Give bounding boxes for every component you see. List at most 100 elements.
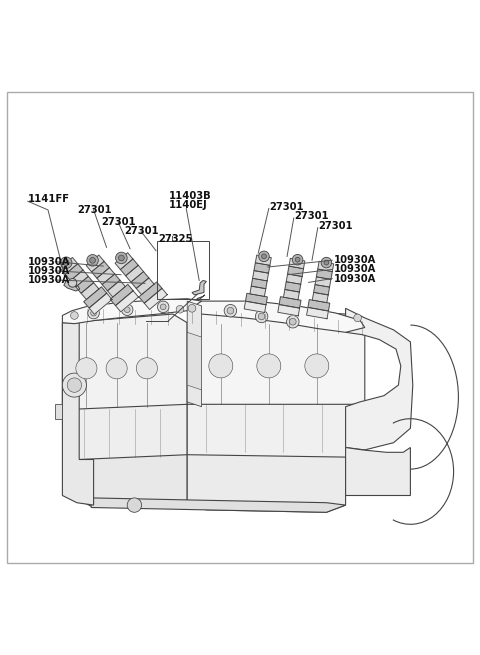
Polygon shape <box>187 301 365 332</box>
Text: 27301: 27301 <box>318 221 352 231</box>
Polygon shape <box>187 332 202 390</box>
Polygon shape <box>316 269 332 280</box>
Polygon shape <box>62 323 94 505</box>
Polygon shape <box>244 301 266 312</box>
Polygon shape <box>284 290 300 300</box>
Text: 27325: 27325 <box>158 234 193 244</box>
Circle shape <box>262 254 266 259</box>
Circle shape <box>157 301 169 312</box>
Text: 10930A: 10930A <box>334 274 376 284</box>
Polygon shape <box>108 280 125 297</box>
Polygon shape <box>79 455 187 508</box>
Circle shape <box>259 251 269 261</box>
Polygon shape <box>187 301 202 407</box>
Polygon shape <box>76 276 94 293</box>
Circle shape <box>224 305 237 317</box>
Circle shape <box>116 252 127 264</box>
Text: 27301: 27301 <box>294 211 328 221</box>
Circle shape <box>127 498 142 512</box>
Polygon shape <box>308 299 330 311</box>
Polygon shape <box>65 264 83 280</box>
Text: 10930A: 10930A <box>334 265 376 274</box>
Polygon shape <box>71 270 88 287</box>
Circle shape <box>121 304 133 316</box>
Polygon shape <box>318 261 334 272</box>
Polygon shape <box>55 404 62 419</box>
Polygon shape <box>315 277 331 287</box>
Circle shape <box>136 358 157 379</box>
Polygon shape <box>187 306 365 414</box>
Polygon shape <box>84 287 107 308</box>
Polygon shape <box>289 259 305 269</box>
Text: 10930A: 10930A <box>28 266 70 276</box>
Circle shape <box>321 257 332 268</box>
Circle shape <box>60 257 72 269</box>
Polygon shape <box>251 278 267 289</box>
Polygon shape <box>60 257 78 274</box>
Text: 1141FF: 1141FF <box>28 194 70 204</box>
Polygon shape <box>62 314 187 419</box>
Text: 1140EJ: 1140EJ <box>169 200 208 210</box>
Text: 10930A: 10930A <box>28 275 70 285</box>
Polygon shape <box>115 253 133 269</box>
Text: 10930A: 10930A <box>28 257 70 267</box>
Circle shape <box>91 310 96 316</box>
Polygon shape <box>307 307 328 319</box>
Circle shape <box>176 305 184 313</box>
Polygon shape <box>278 305 300 316</box>
Polygon shape <box>97 268 115 284</box>
Polygon shape <box>288 266 303 276</box>
Text: 27301: 27301 <box>124 227 158 236</box>
Circle shape <box>87 255 98 266</box>
Polygon shape <box>285 282 300 292</box>
Polygon shape <box>89 293 112 314</box>
Polygon shape <box>136 278 154 295</box>
Polygon shape <box>120 259 138 276</box>
Polygon shape <box>64 280 80 291</box>
Circle shape <box>305 354 329 378</box>
Circle shape <box>354 314 361 322</box>
Polygon shape <box>62 299 202 324</box>
Text: 27301: 27301 <box>269 202 303 212</box>
Polygon shape <box>246 293 267 305</box>
Text: 10930A: 10930A <box>334 255 376 265</box>
Polygon shape <box>197 295 205 299</box>
Circle shape <box>68 278 77 287</box>
Polygon shape <box>279 297 301 308</box>
Circle shape <box>257 354 281 378</box>
Circle shape <box>188 305 196 312</box>
Polygon shape <box>312 292 328 303</box>
Polygon shape <box>187 404 365 464</box>
Circle shape <box>292 254 303 265</box>
Circle shape <box>209 354 233 378</box>
Polygon shape <box>252 271 268 281</box>
Circle shape <box>62 373 86 397</box>
Circle shape <box>67 378 82 392</box>
Polygon shape <box>286 274 302 284</box>
Circle shape <box>106 358 127 379</box>
Polygon shape <box>192 280 206 295</box>
Polygon shape <box>139 282 162 303</box>
Polygon shape <box>116 291 138 312</box>
Polygon shape <box>250 286 266 297</box>
Circle shape <box>76 358 97 379</box>
Circle shape <box>227 307 234 314</box>
Polygon shape <box>346 447 410 495</box>
Polygon shape <box>86 255 104 272</box>
Circle shape <box>324 260 329 265</box>
Circle shape <box>124 307 130 312</box>
Circle shape <box>119 255 124 261</box>
Polygon shape <box>91 498 346 512</box>
Circle shape <box>295 257 300 262</box>
Circle shape <box>88 307 99 319</box>
Text: 11403B: 11403B <box>169 191 212 202</box>
Polygon shape <box>131 272 149 288</box>
Circle shape <box>90 257 96 263</box>
Circle shape <box>63 260 69 266</box>
Polygon shape <box>92 261 109 278</box>
Circle shape <box>258 313 265 320</box>
Polygon shape <box>110 284 133 306</box>
Text: 27301: 27301 <box>77 205 111 215</box>
Polygon shape <box>254 263 270 273</box>
Polygon shape <box>144 288 167 309</box>
